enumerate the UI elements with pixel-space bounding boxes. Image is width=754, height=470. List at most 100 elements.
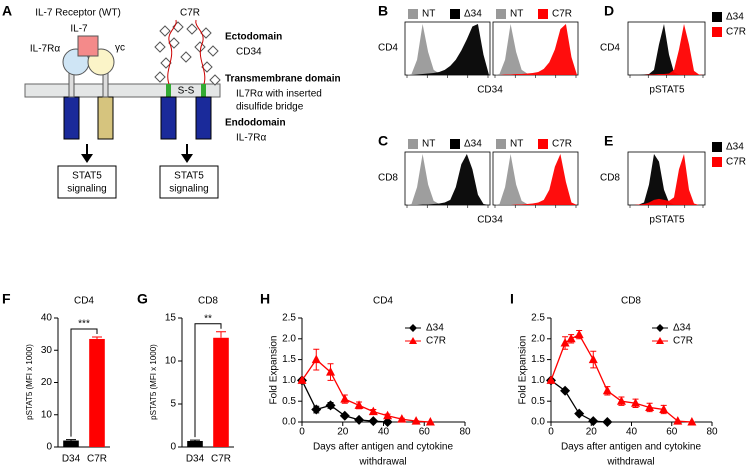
arrow	[81, 144, 93, 163]
y-tick-label: 0.5	[531, 396, 545, 407]
domain-name: Transmembrane domain	[225, 74, 341, 85]
domain-name: Endodomain	[225, 118, 286, 129]
signaling-text: signaling	[169, 184, 208, 195]
legend-marker	[656, 324, 664, 332]
data-point	[616, 396, 626, 405]
x-axis-label: withdrawal	[606, 457, 654, 468]
data-point	[425, 417, 435, 426]
panel-label: D	[604, 3, 614, 19]
c7r-ectodomain	[154, 19, 221, 86]
c7r-tm	[166, 84, 171, 97]
x-axis-label: CD34	[477, 215, 503, 226]
histogram-area	[494, 24, 577, 75]
data-point	[602, 417, 613, 427]
x-tick-label: D34	[62, 454, 81, 465]
y-tick-label: 2.5	[531, 313, 545, 324]
legend-label: C7R	[726, 157, 746, 168]
domain-detail: IL7Rα with inserted	[236, 89, 322, 100]
panel-label: B	[378, 3, 388, 19]
data-point	[546, 375, 556, 384]
legend-label: C7R	[726, 27, 746, 38]
data-point	[645, 402, 655, 411]
legend-swatch	[450, 9, 460, 19]
data-point	[560, 385, 571, 396]
legend-label: Δ34	[426, 323, 444, 334]
error-bar	[190, 439, 200, 441]
c7r-title: C7R	[180, 8, 200, 19]
legend-swatch	[496, 139, 506, 149]
legend-label: Δ34	[464, 9, 482, 20]
x-tick-label: 20	[337, 427, 349, 438]
x-tick-label: 60	[666, 427, 678, 438]
data-point	[311, 354, 321, 364]
data-point	[411, 416, 421, 425]
series-line	[301, 358, 431, 423]
data-point	[368, 406, 378, 416]
alpha-label: IL-7Rα	[30, 44, 60, 55]
x-tick-label: D34	[186, 454, 205, 465]
x-tick-label: 60	[419, 427, 431, 438]
y-tick-label: 30	[41, 345, 53, 356]
legend-label: C7R	[426, 336, 446, 347]
legend-swatch	[538, 9, 548, 19]
data-point	[382, 417, 393, 427]
chart-title: CD4	[74, 296, 94, 307]
y-tick-label: 20	[41, 377, 53, 388]
histogram-area	[406, 154, 489, 205]
y-tick-label: 0.0	[531, 417, 545, 428]
legend-label: C7R	[552, 139, 572, 150]
bar	[63, 440, 79, 447]
data-point	[339, 410, 350, 421]
il7-ligand	[77, 35, 99, 57]
data-point	[297, 375, 307, 384]
c7r-endodomain	[195, 96, 212, 140]
y-axis-label: Fold Expansion	[269, 336, 280, 405]
panel-label: C	[378, 133, 388, 149]
y-tick-label: 1.5	[531, 354, 545, 365]
data-point	[325, 400, 336, 411]
y-tick-label: 10	[41, 409, 53, 420]
domain-name: Ectodomain	[225, 32, 282, 43]
histogram-area	[494, 24, 577, 75]
panel-label: F	[2, 291, 11, 307]
domain-detail: CD34	[236, 47, 262, 58]
error-bar	[216, 331, 226, 338]
y-tick-label: 15	[165, 313, 177, 324]
data-point	[659, 404, 669, 414]
x-tick-label: 0	[299, 427, 305, 438]
legend-label: NT	[510, 139, 523, 150]
histogram-area	[494, 154, 577, 205]
series-line	[550, 333, 692, 423]
chart-title: CD8	[621, 296, 641, 307]
legend-marker	[656, 337, 664, 344]
data-point	[588, 416, 599, 427]
data-point	[588, 354, 598, 364]
data-point	[687, 417, 697, 426]
arrow	[181, 144, 193, 163]
data-point	[354, 414, 365, 425]
y-axis-label: CD4	[378, 43, 398, 54]
data-point	[354, 400, 364, 409]
y-tick-label: 1.0	[282, 375, 296, 386]
data-point	[368, 416, 379, 427]
y-axis-label: pSTAT5 (MFI x 1000)	[25, 344, 34, 420]
data-point	[383, 410, 393, 420]
y-tick-label: 0	[170, 442, 176, 453]
x-tick-label: 80	[459, 427, 471, 438]
domain-detail: IL-7Rα	[236, 133, 266, 144]
legend-swatch	[408, 9, 418, 19]
legend-swatch	[712, 142, 722, 152]
x-axis-label: Days after antigen and cytokine	[561, 442, 702, 453]
bar	[213, 337, 229, 447]
significance-bracket	[194, 323, 222, 438]
data-point	[574, 408, 585, 419]
data-point	[397, 414, 407, 423]
legend-swatch	[712, 157, 722, 167]
diagram: A IL-7 Receptor (WT) C7R IL-7 IL-7Rα γc …	[2, 3, 341, 199]
data-point	[311, 404, 322, 415]
histogram-area	[629, 154, 704, 205]
wt-title: IL-7 Receptor (WT)	[35, 8, 121, 19]
y-tick-label: 0.5	[282, 396, 296, 407]
domain-detail: disulfide bridge	[236, 102, 304, 113]
y-axis-label: CD8	[600, 173, 620, 184]
